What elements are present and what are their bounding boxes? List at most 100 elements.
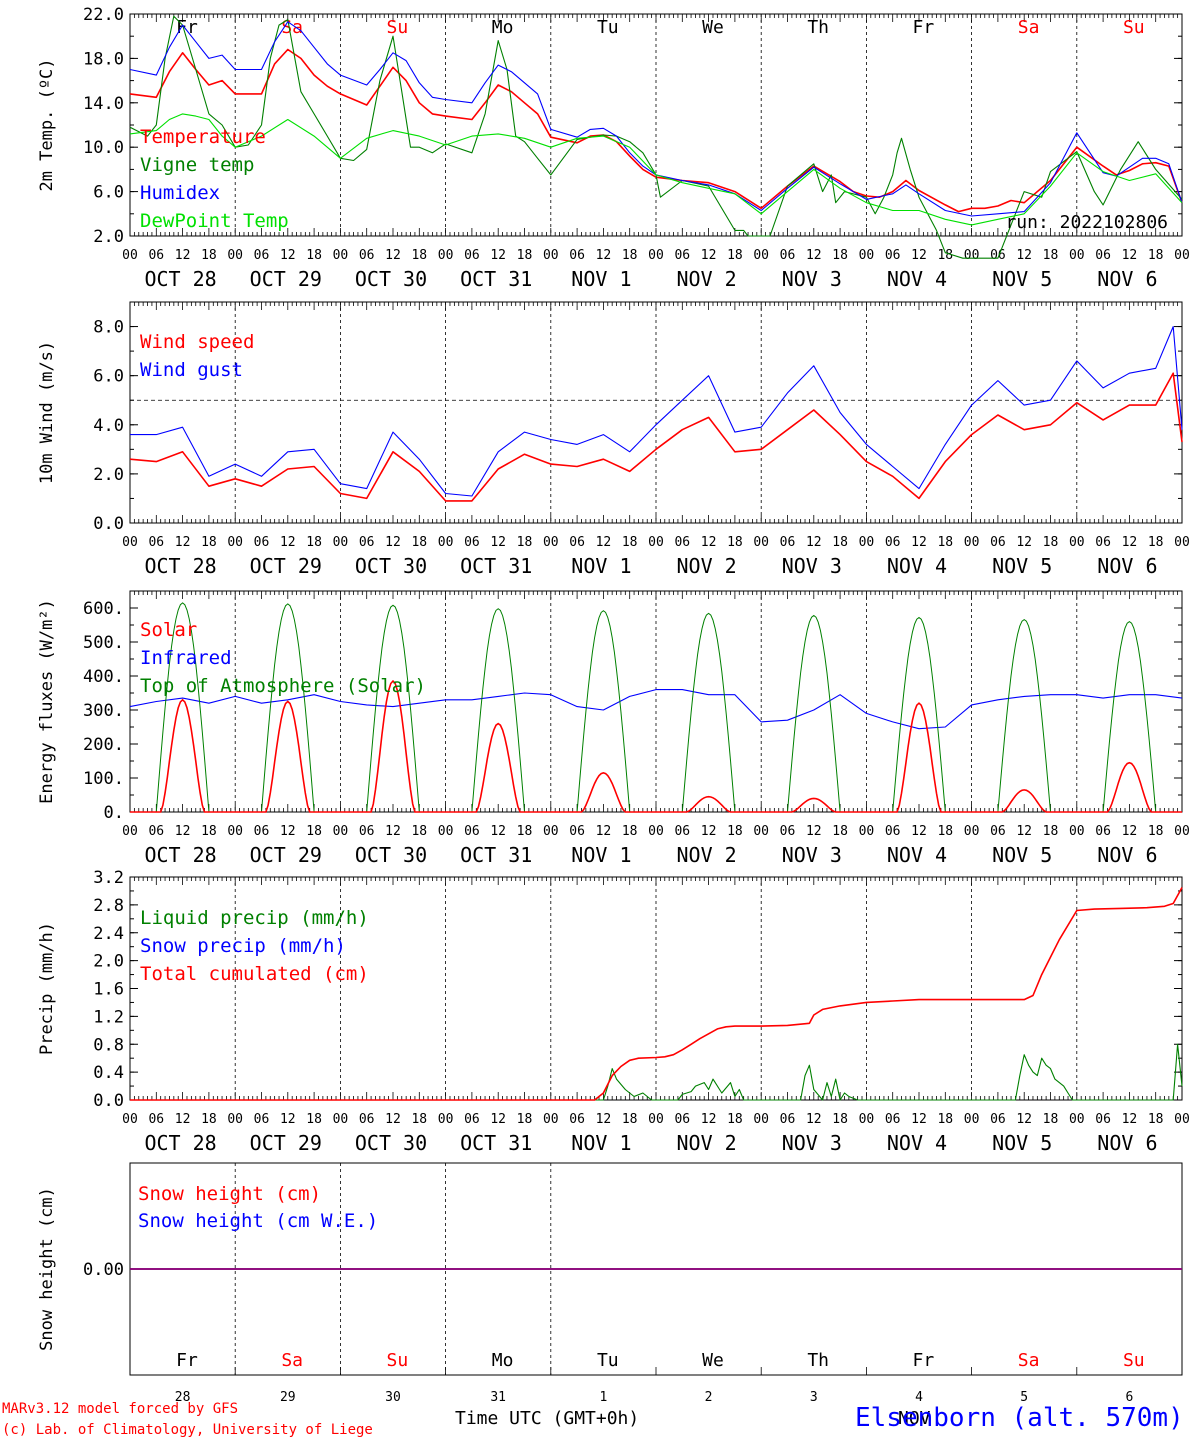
hour-label: 18 xyxy=(517,824,533,839)
date-label: NOV 1 xyxy=(571,267,631,291)
solar-curve xyxy=(445,722,551,813)
hour-label: 00 xyxy=(122,248,138,263)
hour-label: 00 xyxy=(1174,824,1190,839)
hour-label: 00 xyxy=(753,248,769,263)
hour-label: 00 xyxy=(438,1112,454,1127)
legend-entry: Wind gust xyxy=(140,359,243,381)
hour-label: 18 xyxy=(832,1112,848,1127)
y-tick-label: 1.2 xyxy=(93,1007,124,1027)
date-label: OCT 28 xyxy=(144,554,216,578)
hour-label: 12 xyxy=(1122,824,1138,839)
series-line xyxy=(130,1043,1183,1101)
date-label: OCT 28 xyxy=(144,1131,216,1155)
y-tick-label: 200. xyxy=(83,735,124,755)
hour-label: 06 xyxy=(359,248,375,263)
hour-label: 00 xyxy=(227,535,243,550)
series-line xyxy=(130,887,1183,1101)
date-label: NOV 3 xyxy=(782,843,842,867)
legend-entry: Liquid precip (mm/h) xyxy=(140,907,369,929)
weekday-label: Th xyxy=(807,17,829,38)
panel-1: 2.0 6.0 10.0 14.0 18.0 22.0 2m Temp. (ºC) 00 06 1… xyxy=(37,5,1190,291)
hour-label: 00 xyxy=(648,824,664,839)
toa-solar-curve xyxy=(235,603,341,813)
date-label: NOV 1 xyxy=(571,554,631,578)
hour-label: 18 xyxy=(306,1112,322,1127)
panel-2: 0.0 2.0 4.0 6.0 8.0 10m Wind (m/s) 00 06 12 18 OCT… xyxy=(37,301,1190,578)
solar-curve xyxy=(550,772,656,813)
date-label: NOV 3 xyxy=(782,554,842,578)
hour-label: 12 xyxy=(806,248,822,263)
legend-entry: Solar xyxy=(140,619,197,641)
toa-solar-curve xyxy=(971,618,1077,813)
date-label: OCT 31 xyxy=(460,267,532,291)
hour-label: 12 xyxy=(280,1112,296,1127)
hour-label: 12 xyxy=(1122,1112,1138,1127)
hour-label: 18 xyxy=(622,248,638,263)
date-label: NOV 5 xyxy=(992,1131,1052,1155)
hour-label: 12 xyxy=(175,824,191,839)
hour-label: 06 xyxy=(885,824,901,839)
hour-label: 12 xyxy=(911,535,927,550)
hour-label: 18 xyxy=(832,248,848,263)
hour-label: 06 xyxy=(148,535,164,550)
y-tick-label: 1.6 xyxy=(93,980,124,1000)
hour-label: 00 xyxy=(1174,248,1190,263)
hour-label: 18 xyxy=(201,535,217,550)
hour-label: 12 xyxy=(280,248,296,263)
month-label: NOV xyxy=(898,1408,931,1429)
hour-label: 06 xyxy=(990,1112,1006,1127)
y-tick-label: 10.0 xyxy=(83,138,124,158)
hour-label: 06 xyxy=(885,535,901,550)
panel-3: 0. 100. 200. 300. 400. 500. 600. Energy fluxes … xyxy=(37,590,1190,867)
hour-label: 00 xyxy=(648,1112,664,1127)
hour-label: 00 xyxy=(648,535,664,550)
hour-label: 00 xyxy=(333,248,349,263)
weekday-label: Fr xyxy=(913,1350,935,1371)
y-tick-label: 500. xyxy=(83,633,124,653)
hour-label: 18 xyxy=(622,1112,638,1127)
y-tick-label: 2.0 xyxy=(93,465,124,485)
date-label: NOV 2 xyxy=(676,554,736,578)
y-tick-label: 0.4 xyxy=(93,1063,124,1083)
y-tick-label: 2.4 xyxy=(93,924,124,944)
hour-label: 00 xyxy=(543,535,559,550)
hour-label: 12 xyxy=(911,824,927,839)
weekday-label: Su xyxy=(387,17,409,38)
hour-label: 12 xyxy=(490,535,506,550)
day-number-label: 30 xyxy=(385,1390,401,1405)
y-tick-label: 2.0 xyxy=(93,952,124,972)
day-number-label: 31 xyxy=(490,1390,506,1405)
hour-label: 00 xyxy=(333,824,349,839)
date-label: NOV 1 xyxy=(571,843,631,867)
y-tick-label: 0. xyxy=(104,803,124,823)
y-tick-label: 0.00 xyxy=(83,1260,124,1280)
hour-label: 12 xyxy=(1122,535,1138,550)
footer: MARv3.12 model forced by GFS (c) Lab. of… xyxy=(2,1401,1184,1438)
hour-label: 12 xyxy=(385,535,401,550)
y-axis-title: Snow height (cm) xyxy=(37,1187,57,1351)
date-label: NOV 6 xyxy=(1097,1131,1157,1155)
lab-credit: (c) Lab. of Climatology, University of L… xyxy=(2,1422,373,1438)
hour-label: 18 xyxy=(832,535,848,550)
date-label: OCT 28 xyxy=(144,267,216,291)
solar-curve xyxy=(1076,761,1182,813)
hour-label: 12 xyxy=(385,824,401,839)
date-label: NOV 5 xyxy=(992,554,1052,578)
hour-label: 18 xyxy=(1148,1112,1164,1127)
y-tick-label: 100. xyxy=(83,769,124,789)
weekday-label: Su xyxy=(1123,1350,1145,1371)
toa-solar-curve xyxy=(550,610,656,813)
hour-label: 18 xyxy=(306,248,322,263)
hour-label: 18 xyxy=(411,248,427,263)
weekday-label: Mo xyxy=(492,1350,514,1371)
hour-label: 12 xyxy=(490,1112,506,1127)
solar-curve xyxy=(761,797,867,813)
series-line xyxy=(129,21,1183,217)
hour-label: 12 xyxy=(911,248,927,263)
hour-label: 00 xyxy=(648,248,664,263)
hour-label: 00 xyxy=(227,248,243,263)
date-label: OCT 29 xyxy=(250,267,322,291)
series-line xyxy=(129,689,1183,730)
weekday-label: Fr xyxy=(913,17,935,38)
